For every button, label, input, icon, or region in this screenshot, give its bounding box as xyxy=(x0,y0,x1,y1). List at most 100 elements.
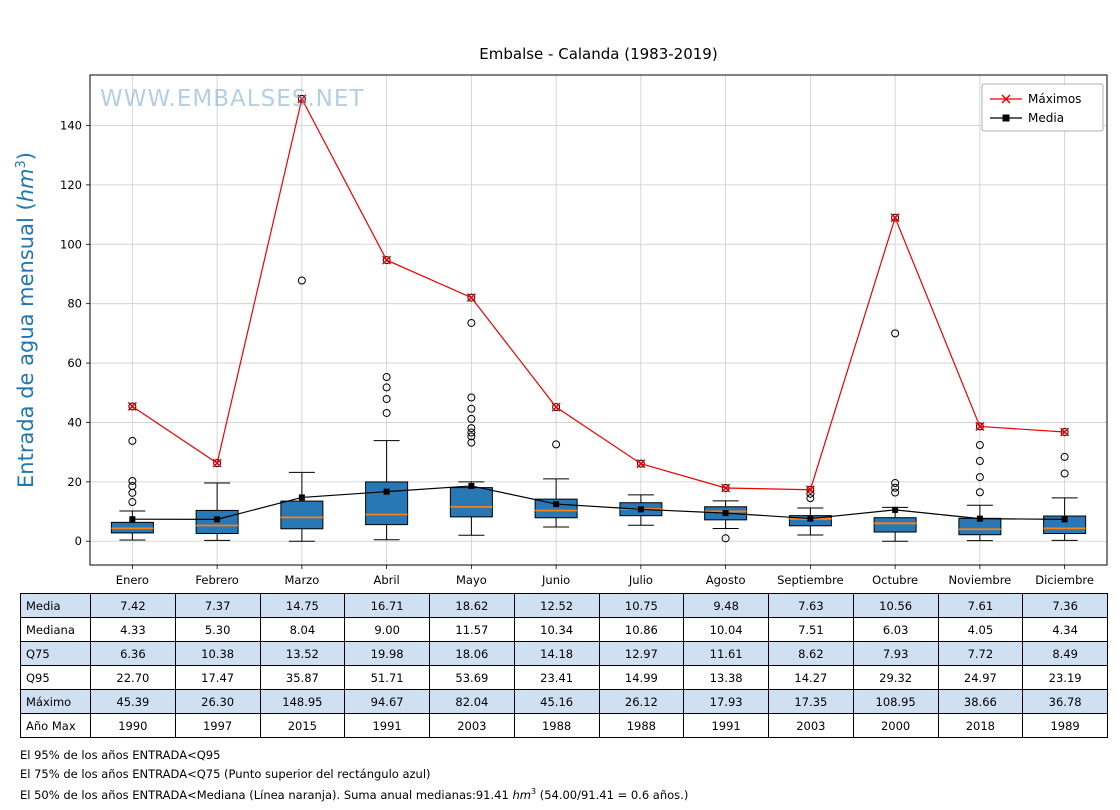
legend-square-marker xyxy=(1002,114,1010,122)
table-cell: 1989 xyxy=(1022,713,1108,738)
table-cell: 23.19 xyxy=(1022,665,1108,690)
table-cell: 10.86 xyxy=(598,617,685,642)
table-cell: 2000 xyxy=(852,713,939,738)
media-marker xyxy=(298,494,305,501)
outlier-point xyxy=(975,473,984,482)
table-cell: 10.04 xyxy=(683,617,769,642)
media-line xyxy=(132,485,1065,520)
media-marker xyxy=(892,506,899,513)
media-marker xyxy=(722,510,729,517)
footnote-line-3-text: El 50% de los años ENTRADA<Mediana (Líne… xyxy=(20,787,513,802)
table-cell: 6.36 xyxy=(90,641,176,666)
outlier-point xyxy=(467,432,476,441)
table-cell: 18.62 xyxy=(429,593,515,618)
footnote-line-2: El 75% de los años ENTRADA<Q75 (Punto su… xyxy=(20,766,431,781)
table-cell: 13.52 xyxy=(259,641,346,666)
table-cell: 94.67 xyxy=(344,689,430,714)
footnote-unit: hm xyxy=(512,787,531,802)
footnote-line-1: El 95% de los años ENTRADA<Q95 xyxy=(20,748,221,762)
row-label: Q75 xyxy=(20,641,91,666)
x-tick-label: Febrero xyxy=(195,573,238,587)
iqr-box xyxy=(280,500,324,530)
chart-title: Embalse - Calanda (1983-2019) xyxy=(479,45,718,63)
axis-ticks: 0 20 40 60 80 100 120 140 Enero Febrero Marzo Abril… xyxy=(60,118,1094,587)
x-tick-label: Marzo xyxy=(284,573,319,587)
x-tick-label: Agosto xyxy=(706,573,746,587)
table-cell: 9.00 xyxy=(344,617,430,642)
outlier-point xyxy=(721,534,730,543)
media-marker xyxy=(129,516,136,523)
x-tick-label: Octubre xyxy=(872,573,918,587)
outlier-point xyxy=(975,457,984,466)
maximos-marker xyxy=(636,459,646,469)
outlier-point xyxy=(467,438,476,447)
table-cell: 4.33 xyxy=(90,617,176,642)
y-tick-label: 120 xyxy=(60,178,82,192)
row-label: Q95 xyxy=(20,665,91,690)
iqr-box xyxy=(365,481,409,526)
boxplot-box xyxy=(534,403,578,528)
maximos-marker xyxy=(466,293,476,303)
table-cell: 1991 xyxy=(683,713,769,738)
table-cell: 1988 xyxy=(513,713,600,738)
table-cell: 5.30 xyxy=(174,617,261,642)
boxplot-box xyxy=(873,213,917,542)
table-cell: 8.62 xyxy=(768,641,854,666)
table-cell: 11.57 xyxy=(429,617,515,642)
x-tick-label: Enero xyxy=(116,573,149,587)
footnote-unit-exponent: 3 xyxy=(530,787,537,796)
outlier-point xyxy=(975,488,984,497)
media-series xyxy=(129,482,1068,523)
table-cell: 6.03 xyxy=(852,617,939,642)
iqr-box xyxy=(534,498,578,519)
row-label: Máximo xyxy=(20,689,91,714)
outlier-point xyxy=(467,293,476,302)
legend-label: Máximos xyxy=(1028,92,1081,106)
boxplot-box xyxy=(110,402,154,541)
maximos-marker xyxy=(805,485,815,495)
table-cell: 14.99 xyxy=(598,665,685,690)
boxplot-chart: 0 20 40 60 80 100 120 140 Enero Febrero Marzo Abril… xyxy=(60,74,1108,587)
outlier-point xyxy=(467,428,476,437)
x-tick-label: Julio xyxy=(628,573,653,587)
table-cell: 13.38 xyxy=(683,665,769,690)
outlier-point xyxy=(382,394,391,403)
table-cell: 12.97 xyxy=(598,641,685,666)
table-row: Q95 22.70 17.47 35.87 51.71 53.69 23.41 14.99 13… xyxy=(20,665,1108,690)
y-tick-label: 100 xyxy=(60,237,82,251)
table-cell: 1997 xyxy=(174,713,261,738)
row-label: Media xyxy=(20,593,91,618)
table-cell: 2015 xyxy=(259,713,346,738)
y-tick-label: 0 xyxy=(75,534,82,548)
table-cell: 26.12 xyxy=(598,689,685,714)
table-cell: 19.98 xyxy=(344,641,430,666)
outlier-point xyxy=(891,479,900,488)
table-cell: 148.95 xyxy=(259,689,346,714)
x-tick-label: Junio xyxy=(541,573,570,587)
outlier-point xyxy=(636,459,645,468)
maximos-marker xyxy=(297,94,307,104)
table-cell: 17.93 xyxy=(683,689,769,714)
outlier-point xyxy=(382,383,391,392)
table-cell: 26.30 xyxy=(174,689,261,714)
table-cell: 2003 xyxy=(429,713,515,738)
table-cell: 18.06 xyxy=(429,641,515,666)
outlier-point xyxy=(1060,452,1069,461)
iqr-box xyxy=(449,487,493,518)
table-cell: 10.56 xyxy=(852,593,939,618)
media-marker xyxy=(807,515,814,522)
media-marker xyxy=(637,506,644,513)
outlier-point xyxy=(891,488,900,497)
table-cell: 9.48 xyxy=(683,593,769,618)
table-cell: 7.61 xyxy=(937,593,1024,618)
outlier-point xyxy=(382,256,391,265)
x-tick-label: Noviembre xyxy=(948,573,1011,587)
table-cell: 7.72 xyxy=(937,641,1024,666)
outlier-point xyxy=(467,318,476,327)
outlier-point xyxy=(128,498,137,507)
outlier-point xyxy=(128,476,137,485)
table-cell: 53.69 xyxy=(429,665,515,690)
table-cell: 22.70 xyxy=(90,665,176,690)
table-cell: 7.93 xyxy=(852,641,939,666)
